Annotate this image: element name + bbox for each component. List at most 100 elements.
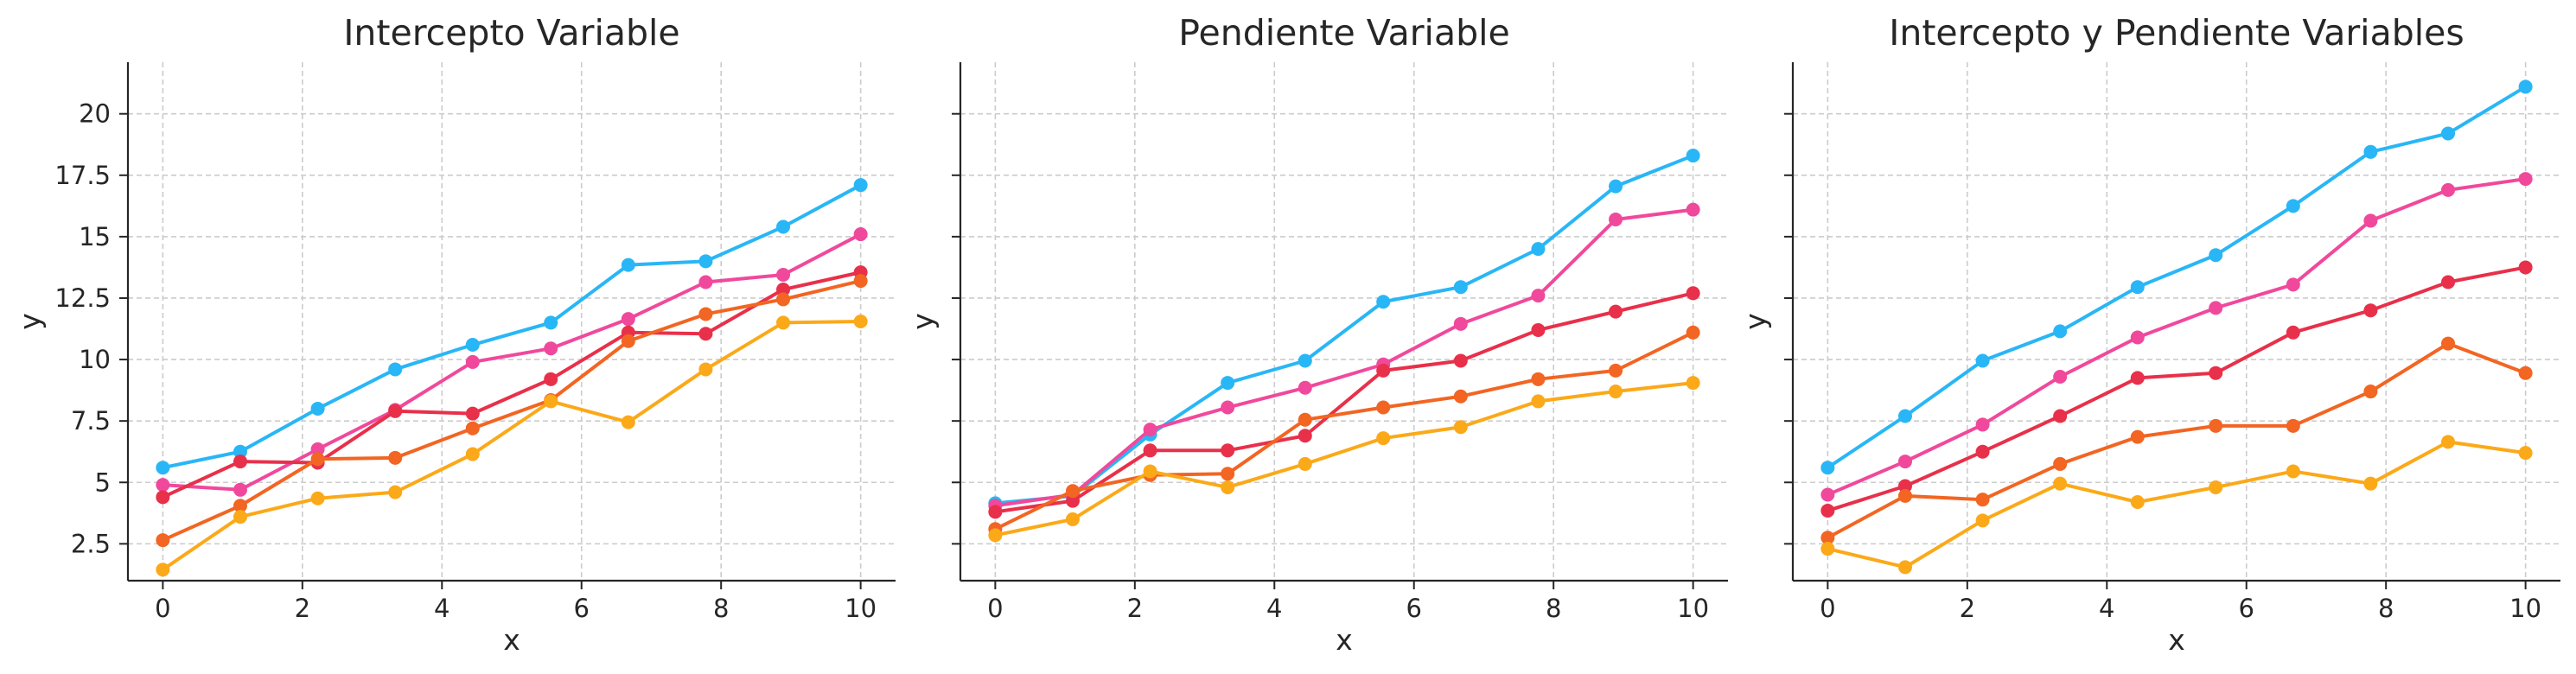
data-point: [310, 491, 325, 506]
data-point: [1221, 400, 1235, 415]
series-line-5: [994, 381, 1693, 537]
data-point: [853, 274, 868, 289]
data-point: [776, 267, 791, 282]
x-tick-label: 10: [2509, 594, 2541, 623]
data-point: [1453, 353, 1468, 368]
data-point: [2209, 301, 2223, 315]
data-point: [1820, 503, 1835, 518]
data-point: [1376, 295, 1391, 309]
data-point: [698, 327, 713, 341]
y-tick-label: 15: [79, 222, 111, 251]
y-tick-label: 5: [95, 467, 111, 497]
data-point: [233, 510, 247, 525]
data-point: [1453, 420, 1468, 435]
data-point: [1686, 202, 1700, 217]
data-point: [853, 227, 868, 242]
series-line-4: [994, 331, 1694, 531]
data-point: [465, 406, 480, 421]
data-point: [2130, 429, 2145, 444]
x-tick-label: 8: [713, 594, 729, 623]
data-point: [1686, 325, 1700, 340]
x-tick-label: 4: [434, 594, 450, 623]
data-point: [156, 490, 170, 505]
x-tick-label: 8: [1546, 594, 1561, 623]
x-tick-label: 4: [1266, 594, 1282, 623]
x-axis-label: x: [503, 623, 520, 657]
subplot-3: 0 2 4 6 8 10 Intercepto y Pendiente Variables x…: [1738, 12, 2560, 657]
data-point: [1531, 242, 1546, 257]
data-point: [621, 415, 635, 429]
data-point: [1686, 376, 1700, 391]
subplot-1: 0 2 4 6 8 10 2.5 5 7.5 10 12.5 15 17.5 20 Intercepto V…: [13, 12, 896, 657]
data-point: [1609, 304, 1623, 319]
data-point: [388, 450, 403, 465]
data-point: [1065, 493, 1080, 508]
data-point: [1531, 394, 1546, 409]
data-point: [465, 354, 480, 369]
data-point: [2518, 366, 2533, 380]
series-line-1: [1827, 85, 2527, 469]
data-point: [156, 478, 170, 493]
x-tick-label: 6: [574, 594, 590, 623]
chart-title: Pendiente Variable: [1178, 12, 1509, 54]
data-point: [156, 461, 170, 475]
x-tick-label: 10: [845, 594, 877, 623]
data-point: [465, 447, 480, 461]
data-point: [1609, 212, 1623, 226]
data-point: [776, 219, 791, 234]
data-point: [2286, 325, 2300, 340]
data-point: [2363, 213, 2378, 228]
data-point: [1686, 286, 1700, 301]
data-point: [1975, 493, 1990, 507]
data-point: [1820, 531, 1835, 545]
data-point: [1143, 464, 1157, 479]
data-point: [2441, 182, 2456, 197]
data-point: [156, 563, 170, 577]
data-point: [388, 404, 403, 418]
data-point: [1298, 429, 1312, 443]
data-point: [2441, 126, 2456, 141]
data-point: [2130, 495, 2145, 510]
data-point: [1897, 409, 1912, 423]
data-point: [1453, 316, 1468, 331]
data-point: [2130, 330, 2145, 345]
y-tick-label: 10: [79, 345, 111, 374]
data-point: [310, 442, 325, 456]
data-point: [1897, 488, 1912, 503]
data-point: [621, 312, 635, 327]
data-point: [2209, 418, 2223, 433]
data-point: [698, 275, 713, 289]
data-point: [2363, 303, 2378, 318]
data-point: [1376, 363, 1391, 378]
series-line-4: [1827, 341, 2527, 539]
data-point: [698, 362, 713, 377]
y-tick-label: 17.5: [54, 161, 111, 190]
data-point: [544, 394, 558, 409]
y-tick-label: 20: [79, 99, 111, 129]
data-point: [1820, 487, 1835, 502]
data-point: [2053, 476, 2068, 491]
x-tick-label: 0: [155, 594, 170, 623]
x-tick-label: 10: [1677, 594, 1709, 623]
data-point: [2441, 435, 2456, 449]
data-point: [2518, 172, 2533, 187]
data-point: [1897, 455, 1912, 469]
data-point: [2518, 79, 2533, 94]
data-point: [2286, 277, 2300, 292]
data-point: [2286, 464, 2300, 479]
data-point: [1298, 380, 1312, 395]
data-point: [698, 254, 713, 269]
data-point: [2441, 336, 2456, 351]
data-point: [2053, 324, 2068, 339]
data-point: [853, 315, 868, 328]
data-point: [2286, 199, 2300, 213]
series-line-3: [162, 270, 862, 499]
data-point: [1143, 443, 1157, 458]
data-point: [1609, 385, 1623, 399]
data-point: [233, 455, 247, 469]
series-line-2: [163, 232, 862, 492]
data-point: [776, 315, 791, 330]
data-point: [544, 372, 558, 386]
data-point: [2363, 476, 2378, 491]
